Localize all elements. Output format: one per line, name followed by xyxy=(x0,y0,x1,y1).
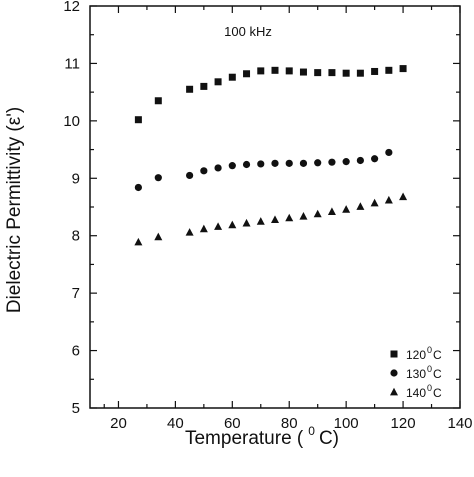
legend-label-main: 130 xyxy=(406,367,426,381)
x-tick-label: 140 xyxy=(447,415,472,432)
y-tick-label: 9 xyxy=(72,170,80,187)
data-point-triangle xyxy=(285,213,294,222)
frequency-annotation: 100 kHz xyxy=(224,24,272,39)
data-point-square xyxy=(356,69,364,77)
data-point-circle xyxy=(371,155,379,163)
legend-label-tail: C xyxy=(433,367,442,381)
data-point-triangle xyxy=(356,202,365,210)
data-point-square xyxy=(314,69,322,77)
data-point-square xyxy=(228,73,236,81)
data-point-square xyxy=(214,78,222,86)
data-point-circle xyxy=(285,159,293,167)
data-point-circle xyxy=(342,158,350,166)
legend-label-sup: 0 xyxy=(427,345,432,355)
data-point-circle xyxy=(134,183,142,192)
data-point-square xyxy=(328,69,336,77)
data-point-square xyxy=(285,67,293,75)
legend-label: 1300C xyxy=(406,364,442,381)
data-point-triangle xyxy=(242,218,251,227)
series-triangle xyxy=(134,192,408,246)
legend-label-main: 140 xyxy=(406,386,426,400)
y-tick-label: 12 xyxy=(63,0,80,15)
data-point-circle xyxy=(356,156,364,165)
y-axis-label: Dielectric Permittivity (ε') xyxy=(4,107,25,313)
y-tick-label: 7 xyxy=(72,285,80,302)
axis-ticks: 20 40 60 80 100 120 140 5 6 7 8 9 10 11 12 xyxy=(63,0,472,432)
x-axis-label: Temperature ( 0 C) xyxy=(185,424,339,449)
data-marks xyxy=(134,65,408,246)
data-point-triangle xyxy=(399,192,408,201)
data-point-square xyxy=(243,70,251,78)
legend-label-tail: C xyxy=(433,348,442,362)
x-tick-label: 40 xyxy=(167,415,184,432)
data-point-circle xyxy=(154,174,162,182)
data-point-triangle xyxy=(214,222,223,230)
legend-marker-triangle xyxy=(390,387,398,396)
data-point-square xyxy=(271,66,279,74)
x-tick-label: 100 xyxy=(334,415,359,432)
y-tick-label: 10 xyxy=(63,113,80,130)
data-point-circle xyxy=(299,159,308,167)
x-tick-label: 20 xyxy=(110,415,127,432)
legend-label-main: 120 xyxy=(406,348,426,362)
data-point-square xyxy=(154,97,162,105)
data-point-triangle xyxy=(299,211,308,220)
x-axis-label-sup: 0 xyxy=(308,424,315,438)
data-point-circle xyxy=(186,171,194,180)
y-tick-label: 6 xyxy=(72,343,80,360)
data-point-square xyxy=(186,85,194,93)
data-point-square xyxy=(134,116,142,124)
legend-label-sup: 0 xyxy=(427,364,432,374)
data-point-square xyxy=(257,67,265,75)
data-point-triangle xyxy=(313,209,322,218)
data-point-square xyxy=(371,67,379,75)
legend-marker-square xyxy=(390,350,398,358)
data-point-circle xyxy=(385,148,393,157)
data-point-triangle xyxy=(134,237,143,246)
data-point-circle xyxy=(228,162,236,170)
data-point-circle xyxy=(271,159,279,167)
legend-label-tail: C xyxy=(433,386,442,400)
data-point-square xyxy=(342,69,350,77)
data-point-circle xyxy=(200,167,208,175)
data-point-triangle xyxy=(185,228,194,236)
x-tick-label: 80 xyxy=(281,415,298,432)
legend-label: 1200C xyxy=(406,345,442,362)
data-point-square xyxy=(299,68,307,76)
data-point-square xyxy=(200,82,208,90)
series-square xyxy=(134,65,407,124)
data-point-circle xyxy=(257,160,265,168)
data-point-triangle xyxy=(199,224,208,233)
data-point-circle xyxy=(214,164,222,172)
legend-label-sup: 0 xyxy=(427,383,432,393)
data-point-circle xyxy=(314,159,322,167)
data-point-triangle xyxy=(370,198,379,207)
data-point-triangle xyxy=(271,215,279,224)
y-tick-label: 5 xyxy=(72,400,80,417)
data-point-square xyxy=(399,65,407,73)
x-tick-label: 120 xyxy=(391,415,416,432)
x-axis-label-tail: C) xyxy=(319,428,339,449)
data-point-triangle xyxy=(327,207,336,215)
y-tick-label: 11 xyxy=(64,55,80,72)
data-point-triangle xyxy=(384,195,393,204)
data-point-triangle xyxy=(342,205,351,213)
data-point-square xyxy=(385,66,393,74)
series-circle xyxy=(134,148,393,192)
x-tick-label: 60 xyxy=(224,415,241,432)
x-axis-label-main: Temperature ( xyxy=(185,428,304,449)
data-point-triangle xyxy=(256,217,265,225)
y-tick-label: 8 xyxy=(72,228,80,245)
data-point-circle xyxy=(328,158,336,166)
legend-label: 1400C xyxy=(406,383,442,400)
data-point-triangle xyxy=(154,232,163,241)
data-point-circle xyxy=(242,160,251,169)
legend-marker-circle xyxy=(390,369,398,377)
data-point-triangle xyxy=(228,220,237,229)
